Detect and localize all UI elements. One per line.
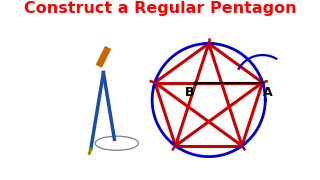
Text: B: B	[185, 86, 195, 99]
Title: Construct a Regular Pentagon: Construct a Regular Pentagon	[24, 1, 296, 16]
Text: A: A	[263, 86, 273, 99]
